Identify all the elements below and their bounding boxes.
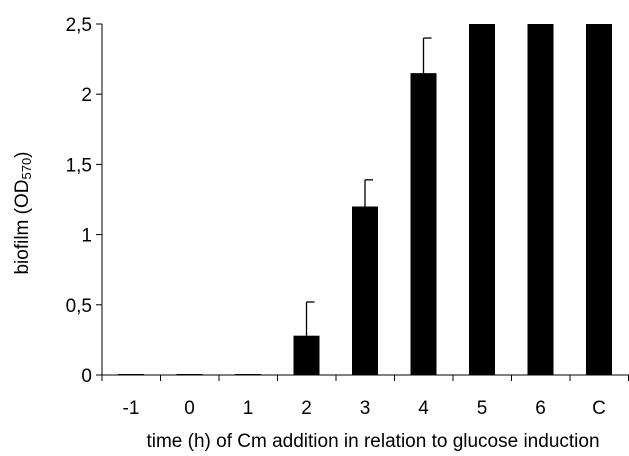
- x-axis-title: time (h) of Cm addition in relation to g…: [146, 431, 599, 452]
- bar: [586, 24, 612, 375]
- y-tick-label: 1,5: [66, 155, 92, 176]
- x-tick-label: -1: [123, 398, 140, 419]
- x-tick-label: 6: [535, 398, 546, 419]
- y-tick-label: 2,5: [66, 15, 92, 36]
- y-axis-title-close: ): [12, 151, 33, 157]
- y-tick-label: 1: [81, 226, 92, 247]
- x-tick-label: 5: [477, 398, 488, 419]
- x-tick-label: 1: [243, 398, 254, 419]
- bar: [235, 374, 261, 375]
- bar: [527, 24, 554, 375]
- y-tick-label: 2: [81, 85, 92, 106]
- bar: [410, 73, 437, 375]
- x-tick-label: C: [592, 398, 606, 419]
- x-tick-label: 3: [360, 398, 371, 419]
- y-axis-title-subscript: 570: [19, 158, 34, 180]
- x-tick-label: 2: [301, 398, 312, 419]
- y-tick-label: 0: [81, 366, 92, 387]
- bar: [176, 374, 203, 375]
- y-tick-label: 0,5: [66, 296, 92, 317]
- x-tick-label: 4: [418, 398, 429, 419]
- y-axis-title: biofilm (OD570): [12, 151, 34, 274]
- bar: [469, 24, 495, 375]
- y-axis-title-main: biofilm (OD: [12, 180, 33, 275]
- y-axis: 0 0,5 1 1,5 2 2,5: [66, 15, 103, 387]
- error-bars: [305, 37, 432, 336]
- x-axis: -1 0 1 2 3 4 5 6 C: [101, 374, 629, 419]
- bar: [293, 335, 320, 375]
- bars: [118, 24, 612, 375]
- x-tick-label: 0: [184, 398, 195, 419]
- bar: [118, 374, 144, 375]
- bar: [352, 206, 378, 375]
